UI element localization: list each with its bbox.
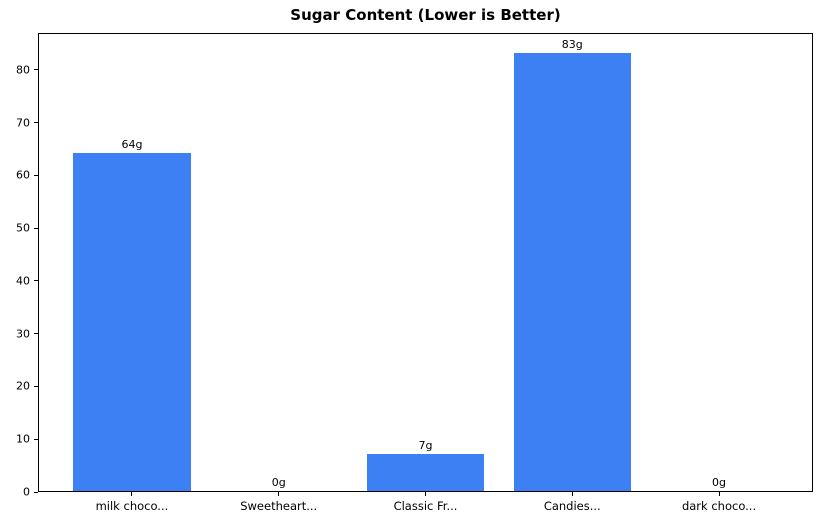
- bar-value-label: 0g: [271, 476, 286, 489]
- y-axis-tick-label: 80: [16, 63, 30, 77]
- y-axis-tick-label: 10: [16, 432, 30, 446]
- y-axis-tick-label: 70: [16, 116, 30, 130]
- y-axis-tick-label: 0: [23, 485, 30, 499]
- y-axis-tick: [34, 227, 38, 229]
- plot-area: 64g 0g 7g 83g 0g: [38, 33, 813, 492]
- bar-1: [73, 153, 191, 491]
- y-axis-tick: [34, 438, 38, 440]
- y-axis-tick: [34, 491, 38, 493]
- x-axis-tick: [425, 492, 426, 496]
- y-axis-tick: [34, 385, 38, 387]
- y-axis-tick-label: 50: [16, 221, 30, 235]
- y-axis-tick: [34, 333, 38, 335]
- x-axis-tick-label: milk choco...: [95, 499, 169, 513]
- bar-value-label: 64g: [121, 138, 143, 152]
- y-axis-tick: [34, 280, 38, 282]
- y-axis-tick-label: 30: [16, 327, 30, 341]
- bar-value-label: 83g: [561, 38, 583, 52]
- x-axis-tick: [278, 492, 280, 496]
- y-axis-tick-label: 20: [16, 379, 30, 393]
- bar-value-label: 7g: [418, 439, 433, 453]
- x-axis-tick-label: dark choco...: [681, 499, 757, 513]
- x-axis-tick-label: Classic Fr...: [393, 499, 458, 513]
- y-axis-tick-label: 60: [16, 168, 30, 182]
- y-axis-tick: [34, 122, 38, 124]
- x-axis-tick-label: Candies...: [543, 499, 601, 513]
- x-axis-tick: [131, 492, 133, 496]
- chart-title: Sugar Content (Lower is Better): [290, 6, 561, 24]
- y-axis-tick-label: 40: [16, 274, 30, 288]
- y-axis-tick: [34, 174, 38, 176]
- x-axis-tick: [571, 492, 573, 496]
- x-axis-tick-label: Sweetheart...: [240, 499, 318, 513]
- x-axis-tick: [718, 492, 720, 496]
- y-axis-tick: [34, 69, 38, 71]
- bar-value-label: 0g: [712, 476, 727, 489]
- bar-3: [366, 454, 485, 491]
- bar-4: [513, 53, 631, 491]
